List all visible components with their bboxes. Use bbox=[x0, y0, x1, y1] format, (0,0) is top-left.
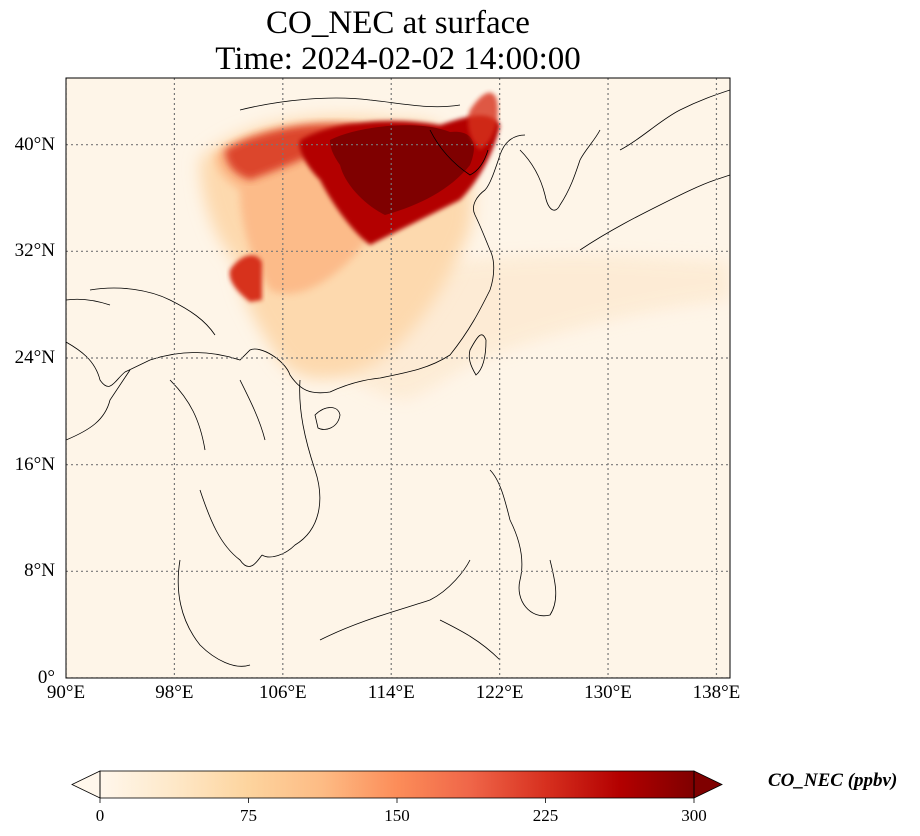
colorbar-tick-label: 300 bbox=[681, 806, 707, 825]
colorbar bbox=[71, 770, 723, 803]
map-title: CO_NEC at surface bbox=[266, 5, 530, 41]
mainland-borders bbox=[66, 369, 266, 451]
colorbar-tick-label: 75 bbox=[240, 806, 257, 825]
latitude-tick-label: 24°N bbox=[14, 347, 55, 368]
colorbar-tick-label: 225 bbox=[532, 806, 559, 825]
hainan-outline bbox=[314, 407, 341, 430]
gulf-of-thailand bbox=[199, 489, 263, 567]
colorbar-tick-label: 0 bbox=[95, 806, 105, 825]
japan-coast-south bbox=[579, 174, 730, 251]
longitude-tick-label: 114°E bbox=[367, 682, 415, 703]
colorbar-tick-marks bbox=[99, 798, 695, 803]
colorbar-tick-label: 150 bbox=[384, 806, 410, 825]
colorbar-label: CO_NEC (ppbv) bbox=[768, 770, 898, 791]
inland-borders bbox=[66, 287, 216, 336]
colorbar-extend-low bbox=[71, 770, 101, 799]
latitude-tick-label: 0° bbox=[37, 667, 55, 688]
japan-coast-north bbox=[619, 89, 730, 151]
taiwan-outline bbox=[468, 334, 487, 376]
malay-peninsula bbox=[177, 559, 251, 667]
map-frame bbox=[65, 77, 731, 679]
latitude-tick-label: 32°N bbox=[14, 240, 55, 262]
colorbar-body bbox=[100, 771, 694, 798]
philippines-coast bbox=[489, 469, 557, 617]
longitude-tick-label: 98°E bbox=[155, 682, 194, 703]
longitude-tick-label: 90°E bbox=[46, 682, 86, 703]
colorbar-extend-high bbox=[693, 770, 723, 799]
map-plot-area[interactable] bbox=[66, 78, 730, 678]
borneo-coast bbox=[319, 559, 501, 661]
longitude-tick-label: 130°E bbox=[584, 682, 632, 703]
co-concentration-field bbox=[200, 92, 730, 400]
latitude-tick-label: 16°N bbox=[14, 453, 55, 475]
bohai-coast bbox=[429, 129, 489, 176]
lat-lon-gridlines bbox=[66, 78, 730, 678]
longitude-tick-label: 122°E bbox=[475, 682, 524, 703]
plume-northeast-streak bbox=[468, 92, 498, 150]
plume-western-lobe bbox=[229, 255, 262, 302]
latitude-tick-label: 8°N bbox=[24, 560, 55, 582]
longitude-tick-label: 106°E bbox=[258, 682, 307, 703]
korea-coast bbox=[519, 129, 601, 211]
latitude-tick-label: 40°N bbox=[14, 133, 55, 155]
map-time-subtitle: Time: 2024-02-02 14:00:00 bbox=[215, 41, 581, 77]
mongolia-border bbox=[239, 97, 461, 111]
vietnam-coast bbox=[261, 379, 321, 558]
plume-core bbox=[330, 125, 474, 215]
longitude-tick-label: 138°E bbox=[692, 682, 741, 703]
